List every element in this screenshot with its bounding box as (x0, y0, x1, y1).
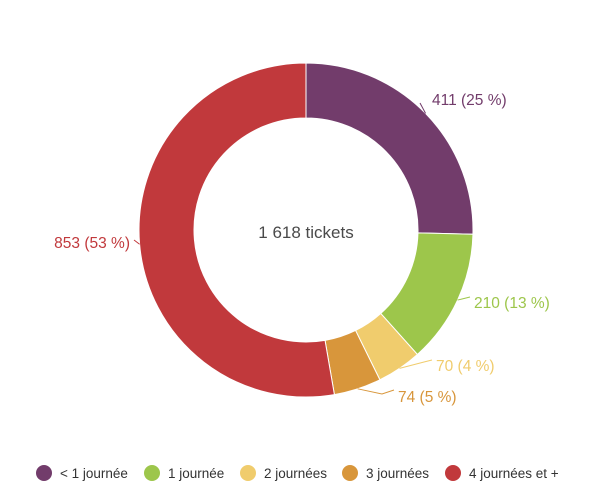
legend-label-3[interactable]: 3 journées (366, 466, 429, 481)
leader-line-3 (357, 388, 395, 395)
slice-label-4: 853 (53 %) (54, 235, 130, 252)
slice-label-2: 70 (4 %) (436, 358, 495, 375)
legend-marker-0[interactable] (36, 465, 52, 481)
leader-line-4 (133, 239, 140, 245)
leader-line-2 (399, 359, 433, 369)
slice-labels: 411 (25 %) 210 (13 %) 70 (4 %) 74 (5 %) 853 … (54, 92, 550, 406)
donut-slices (138, 62, 474, 398)
center-total-label: 1 618 tickets (258, 223, 353, 242)
slice-label-3: 74 (5 %) (398, 389, 457, 406)
leader-line-1 (457, 296, 471, 301)
legend-label-4[interactable]: 4 journées et + (469, 466, 559, 481)
legend-label-1[interactable]: 1 journée (168, 466, 224, 481)
legend-marker-1[interactable] (144, 465, 160, 481)
leader-lines (133, 102, 471, 395)
legend-marker-4[interactable] (445, 465, 461, 481)
legend-marker-3[interactable] (342, 465, 358, 481)
slice-0[interactable] (305, 62, 474, 235)
leader-line-0 (419, 102, 427, 114)
slice-label-1: 210 (13 %) (474, 295, 550, 312)
legend: < 1 journée 1 journée 2 journées 3 journées… (36, 465, 559, 481)
legend-marker-2[interactable] (240, 465, 256, 481)
legend-label-0[interactable]: < 1 journée (60, 466, 128, 481)
legend-label-2[interactable]: 2 journées (264, 466, 327, 481)
slice-label-0: 411 (25 %) (432, 92, 507, 109)
slice-4[interactable] (138, 62, 335, 398)
